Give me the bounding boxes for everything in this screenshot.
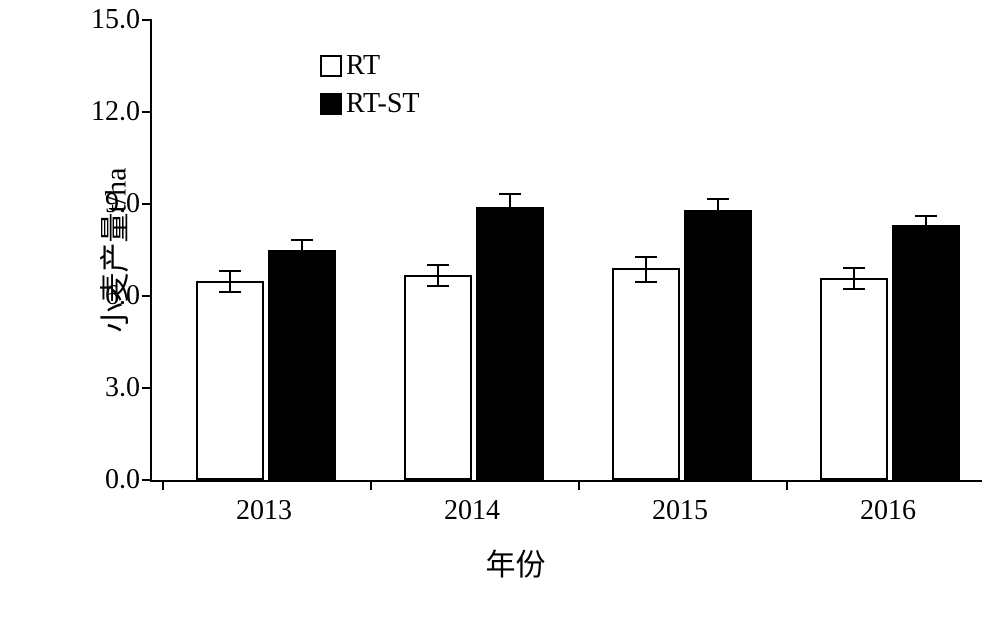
y-tick-label: 3.0: [105, 372, 140, 404]
error-cap: [843, 288, 865, 290]
y-tick-label: 6.0: [105, 280, 140, 312]
x-tick-label: 2016: [860, 495, 916, 527]
y-tick-label: 0.0: [105, 464, 140, 496]
legend-swatch-rt: [320, 55, 342, 77]
legend-label-rtst: RT-ST: [346, 88, 420, 120]
legend-item-rtst: RT-ST: [320, 88, 420, 120]
error-cap: [499, 193, 521, 195]
error-bar: [645, 256, 647, 281]
x-axis-title: 年份: [486, 540, 546, 584]
x-tick-label: 2015: [652, 495, 708, 527]
y-tick: [142, 479, 152, 481]
error-cap: [707, 198, 729, 200]
x-tick: [578, 480, 580, 490]
error-bar: [717, 198, 719, 223]
error-bar: [301, 239, 303, 260]
error-cap: [219, 270, 241, 272]
y-tick-label: 12.0: [91, 96, 140, 128]
error-cap: [635, 256, 657, 258]
error-cap: [427, 264, 449, 266]
legend-item-rt: RT: [320, 50, 420, 82]
y-tick: [142, 203, 152, 205]
chart-container: 小麦产量t/ha 0.03.06.09.012.015.0 2013201420…: [0, 0, 995, 631]
error-cap: [915, 215, 937, 217]
y-tick-label: 9.0: [105, 188, 140, 220]
error-cap: [707, 222, 729, 224]
error-cap: [843, 267, 865, 269]
y-tick: [142, 111, 152, 113]
error-cap: [499, 221, 521, 223]
legend: RT RT-ST: [320, 50, 420, 126]
y-tick: [142, 387, 152, 389]
bar-rt-2015: [612, 268, 680, 480]
error-bar: [437, 264, 439, 285]
bar-rt-2014: [404, 275, 472, 480]
y-tick: [142, 295, 152, 297]
error-cap: [427, 285, 449, 287]
error-cap: [291, 239, 313, 241]
y-tick: [142, 19, 152, 21]
x-tick-label: 2013: [236, 495, 292, 527]
x-tick: [370, 480, 372, 490]
error-cap: [915, 236, 937, 238]
x-tick-label: 2014: [444, 495, 500, 527]
error-bar: [229, 270, 231, 291]
legend-label-rt: RT: [346, 50, 380, 82]
bar-rtst-2016: [892, 225, 960, 480]
x-tick: [162, 480, 164, 490]
error-cap: [219, 291, 241, 293]
error-cap: [635, 281, 657, 283]
error-cap: [291, 261, 313, 263]
error-bar: [509, 193, 511, 221]
plot-area: [150, 20, 982, 482]
error-bar: [853, 267, 855, 288]
legend-swatch-rtst: [320, 93, 342, 115]
bar-rt-2016: [820, 278, 888, 480]
x-tick: [786, 480, 788, 490]
bar-rt-2013: [196, 281, 264, 480]
y-tick-label: 15.0: [91, 4, 140, 36]
bar-rtst-2015: [684, 210, 752, 480]
bar-rtst-2013: [268, 250, 336, 480]
error-bar: [925, 215, 927, 236]
bar-rtst-2014: [476, 207, 544, 480]
